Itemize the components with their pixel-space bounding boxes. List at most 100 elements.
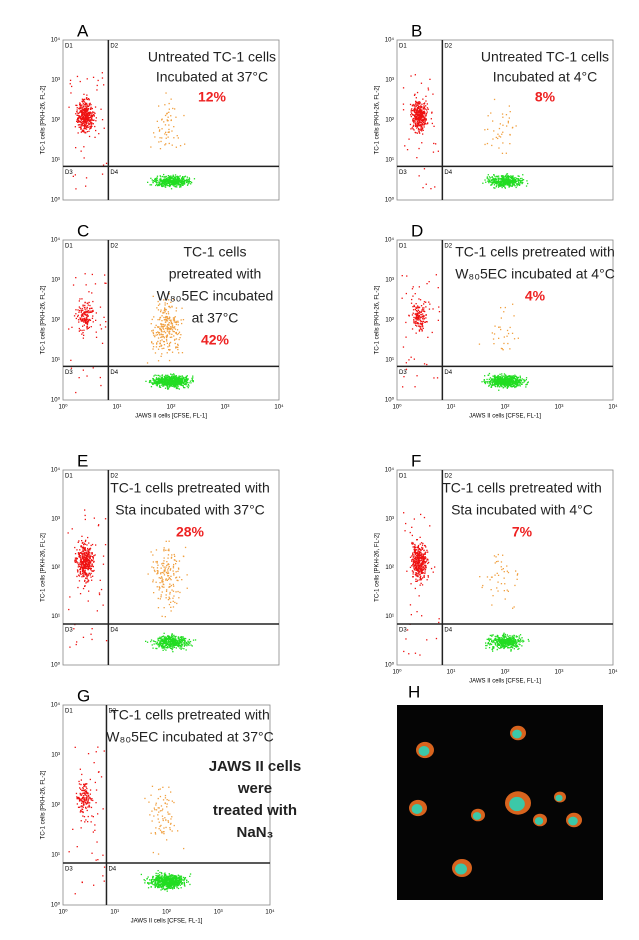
dot bbox=[423, 328, 424, 329]
dot bbox=[156, 182, 157, 183]
dot bbox=[500, 136, 501, 137]
dot bbox=[405, 322, 406, 323]
dot bbox=[168, 137, 169, 138]
dot bbox=[415, 322, 416, 323]
y-tick-label: 10² bbox=[385, 318, 394, 324]
dot bbox=[479, 344, 480, 345]
dot bbox=[68, 609, 69, 610]
dot bbox=[100, 385, 101, 386]
annotation: Incubated at 37°C bbox=[156, 69, 268, 85]
y-tick-label: 10¹ bbox=[385, 158, 394, 164]
dot bbox=[166, 375, 167, 376]
dot bbox=[524, 380, 525, 381]
dot bbox=[86, 104, 87, 105]
dot bbox=[169, 349, 170, 350]
dot bbox=[175, 177, 176, 178]
dot bbox=[166, 541, 167, 542]
dot bbox=[417, 126, 418, 127]
dot bbox=[155, 648, 156, 649]
dot bbox=[90, 117, 91, 118]
dot bbox=[83, 544, 84, 545]
dot bbox=[187, 641, 188, 642]
dot bbox=[177, 349, 178, 350]
dot bbox=[94, 137, 95, 138]
quadrant-label: D3 bbox=[65, 628, 73, 634]
dot bbox=[417, 123, 418, 124]
dot bbox=[421, 104, 422, 105]
dot bbox=[85, 519, 86, 520]
dot bbox=[81, 334, 82, 335]
dot bbox=[86, 544, 87, 545]
quadrant-label: D4 bbox=[444, 170, 452, 176]
dot bbox=[83, 94, 84, 95]
y-tick-label: 10² bbox=[51, 118, 60, 124]
dot bbox=[84, 554, 85, 555]
dot bbox=[181, 323, 182, 324]
dot bbox=[82, 567, 83, 568]
dot bbox=[428, 109, 429, 110]
dot bbox=[423, 122, 424, 123]
dot bbox=[173, 376, 174, 377]
dot bbox=[79, 124, 80, 125]
dot bbox=[87, 311, 88, 312]
dot bbox=[170, 115, 171, 116]
dot bbox=[180, 334, 181, 335]
dot bbox=[499, 381, 500, 382]
dot bbox=[421, 309, 422, 310]
dot bbox=[147, 362, 148, 363]
dot bbox=[525, 384, 526, 385]
dot bbox=[177, 580, 178, 581]
dot bbox=[417, 555, 418, 556]
quadrant-label: D3 bbox=[399, 370, 407, 376]
dot bbox=[423, 318, 424, 319]
dot bbox=[77, 587, 78, 588]
dot bbox=[419, 286, 420, 287]
dot bbox=[87, 315, 88, 316]
dot bbox=[179, 337, 180, 338]
dot bbox=[178, 352, 179, 353]
dot bbox=[183, 556, 184, 557]
dot bbox=[520, 380, 521, 381]
dot bbox=[157, 586, 158, 587]
dot bbox=[160, 340, 161, 341]
dot bbox=[83, 570, 84, 571]
dot bbox=[91, 292, 92, 293]
dot bbox=[168, 387, 169, 388]
dot bbox=[164, 309, 165, 310]
dot bbox=[413, 122, 414, 123]
dot bbox=[509, 383, 510, 384]
annotation: Untreated TC-1 cells bbox=[481, 49, 609, 65]
dot bbox=[505, 181, 506, 182]
dot bbox=[419, 101, 420, 102]
dot bbox=[526, 185, 527, 186]
dot bbox=[422, 323, 423, 324]
quadrant-label: D1 bbox=[65, 244, 73, 250]
dot bbox=[83, 556, 84, 557]
dot bbox=[85, 107, 86, 108]
dot bbox=[171, 306, 172, 307]
dot bbox=[163, 650, 164, 651]
dot bbox=[503, 186, 504, 187]
dot bbox=[87, 568, 88, 569]
dot bbox=[82, 332, 83, 333]
dot bbox=[510, 375, 511, 376]
dot bbox=[413, 321, 414, 322]
dot bbox=[169, 318, 170, 319]
dot bbox=[78, 553, 79, 554]
dot bbox=[87, 537, 88, 538]
dot bbox=[189, 639, 190, 640]
dot bbox=[85, 564, 86, 565]
dot bbox=[92, 274, 93, 275]
dot bbox=[70, 80, 71, 81]
dot bbox=[78, 542, 79, 543]
dot bbox=[487, 176, 488, 177]
dot bbox=[175, 329, 176, 330]
dot bbox=[168, 329, 169, 330]
dot bbox=[78, 319, 79, 320]
dot bbox=[171, 385, 172, 386]
percent: 28% bbox=[176, 524, 205, 540]
dot bbox=[421, 83, 422, 84]
dot bbox=[76, 641, 77, 642]
dot bbox=[91, 639, 92, 640]
dot bbox=[423, 321, 424, 322]
